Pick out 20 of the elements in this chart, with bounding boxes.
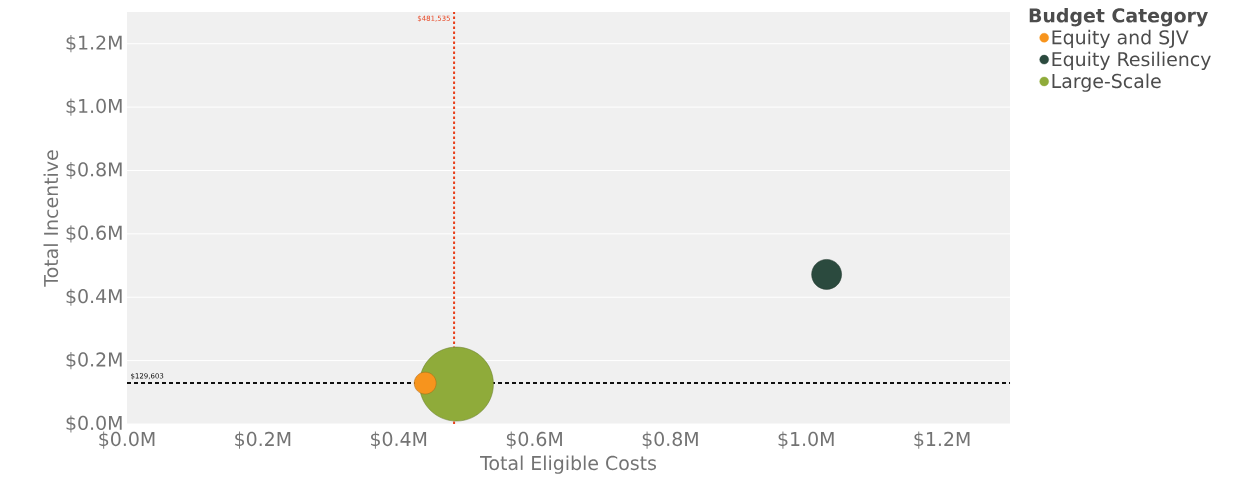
- x-tick-label: $1.2M: [914, 431, 970, 449]
- legend-label: Large-Scale: [1052, 73, 1161, 92]
- y-tick-label: $0.4M: [66, 288, 122, 306]
- y-tick-label: $0.2M: [66, 352, 122, 370]
- y-tick-label: $1.0M: [66, 98, 122, 116]
- y-tick-label: $1.2M: [66, 35, 122, 53]
- legend-title: Budget Category: [1029, 7, 1208, 27]
- legend-label: Equity and SJV: [1052, 29, 1189, 49]
- x-tick-label: $1.0M: [778, 431, 834, 449]
- legend-label: Equity Resiliency: [1052, 51, 1211, 70]
- x-tick-label: $0.8M: [642, 431, 698, 449]
- y-tick-label: $0.8M: [66, 161, 122, 180]
- y-tick-label: $0.6M: [66, 225, 122, 243]
- x-tick-label: $0.4M: [371, 431, 427, 449]
- y-tick-label: $0.0M: [66, 415, 122, 433]
- x-tick-label: $0.6M: [506, 431, 562, 449]
- x-axis-title: Total Eligible Costs: [480, 455, 657, 474]
- y-axis-title: Total Incentive: [43, 150, 59, 287]
- x-tick-label: $0.0M: [99, 431, 155, 449]
- x-tick-label: $0.2M: [235, 431, 291, 449]
